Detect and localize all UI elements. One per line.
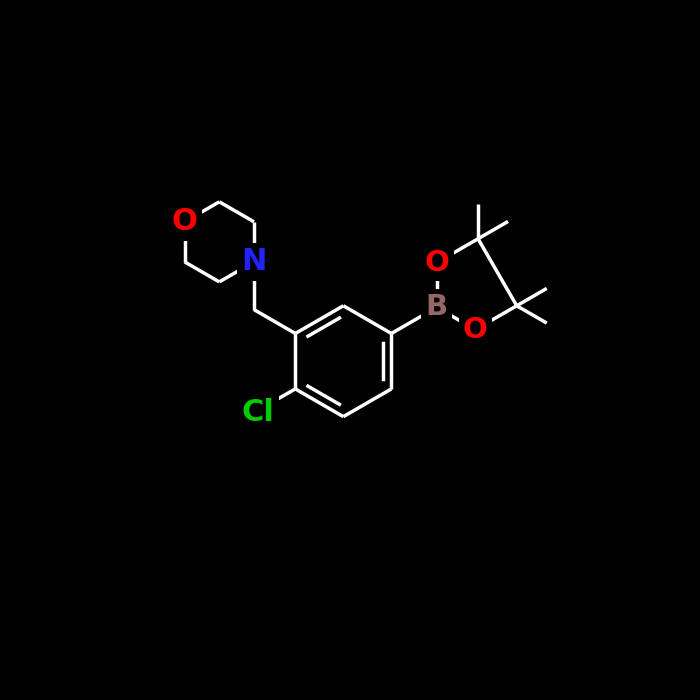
Text: N: N (241, 247, 267, 276)
Text: B: B (426, 293, 448, 321)
Text: O: O (424, 248, 449, 276)
Text: Cl: Cl (241, 398, 274, 426)
Text: O: O (172, 207, 197, 237)
Text: O: O (424, 248, 449, 276)
Text: Cl: Cl (241, 398, 274, 426)
Text: B: B (426, 293, 448, 321)
Text: O: O (463, 316, 488, 344)
Text: O: O (463, 316, 488, 344)
